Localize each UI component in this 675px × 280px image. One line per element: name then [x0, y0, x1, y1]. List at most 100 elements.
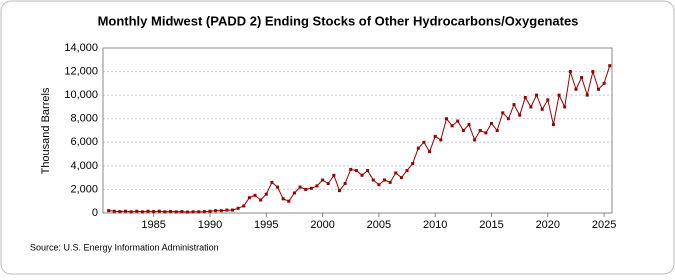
marker [107, 209, 111, 213]
x-tick-label: 1990 [198, 219, 222, 231]
marker [377, 183, 381, 187]
marker [433, 134, 437, 138]
marker [608, 64, 612, 68]
x-tick-label: 1995 [254, 219, 278, 231]
x-tick-label: 2005 [367, 219, 391, 231]
marker [264, 192, 268, 196]
y-tick-label: 4,000 [70, 160, 98, 172]
x-tick-label: 1985 [141, 219, 165, 231]
marker [124, 209, 128, 213]
marker [112, 209, 116, 213]
marker [467, 123, 471, 127]
y-tick-label: 2,000 [70, 183, 98, 195]
marker [292, 191, 296, 195]
marker [495, 129, 499, 132]
marker [140, 210, 144, 214]
marker [157, 209, 161, 213]
marker [568, 70, 572, 74]
marker [242, 204, 246, 208]
x-tick-label: 2025 [592, 219, 616, 231]
marker [394, 171, 398, 175]
marker [444, 117, 448, 121]
marker [506, 117, 510, 121]
plot-border [102, 47, 613, 214]
marker [371, 178, 375, 182]
marker [383, 178, 387, 182]
y-tick-label: 0 [92, 207, 98, 219]
marker [281, 197, 285, 201]
chart-title: Monthly Midwest (PADD 2) Ending Stocks o… [98, 13, 579, 28]
x-tick-label: 2015 [479, 219, 503, 231]
marker [574, 87, 578, 91]
marker [546, 98, 550, 102]
y-tick-label: 10,000 [64, 89, 98, 101]
marker [163, 210, 167, 214]
marker [343, 182, 347, 186]
marker [118, 210, 122, 214]
y-tick-label: 14,000 [64, 42, 98, 54]
marker [253, 193, 257, 197]
source: Source: U.S. Energy Information Administ… [30, 242, 219, 252]
marker [478, 129, 482, 132]
marker [315, 184, 319, 188]
marker [259, 198, 263, 202]
marker [146, 209, 150, 213]
marker [332, 173, 336, 177]
marker [456, 119, 460, 123]
marker [225, 208, 229, 212]
marker [366, 169, 370, 173]
marker [152, 210, 156, 214]
y-tick-label: 6,000 [70, 136, 98, 148]
marker [501, 111, 505, 115]
marker [219, 209, 223, 213]
marker [337, 189, 341, 193]
marker [236, 206, 240, 210]
marker [247, 196, 251, 200]
marker [399, 176, 403, 180]
x-tick-label: 2020 [536, 219, 560, 231]
marker [596, 87, 600, 91]
marker [231, 208, 235, 212]
marker [484, 131, 488, 135]
marker [180, 210, 184, 214]
marker [518, 113, 522, 117]
marker [512, 103, 516, 107]
marker [185, 210, 189, 214]
marker [473, 138, 477, 142]
marker [202, 210, 206, 214]
marker [129, 210, 133, 214]
marker [304, 187, 308, 191]
marker [135, 209, 139, 213]
marker [450, 124, 454, 128]
marker [540, 107, 544, 111]
marker [321, 178, 325, 182]
marker [422, 140, 426, 144]
marker [461, 129, 465, 132]
marker [287, 199, 291, 203]
marker [535, 93, 539, 97]
marker [428, 150, 432, 154]
marker [580, 75, 584, 79]
marker [563, 105, 567, 109]
x-tick-label: 2010 [423, 219, 447, 231]
marker [360, 173, 364, 177]
marker [523, 96, 527, 99]
marker [309, 186, 313, 190]
marker [388, 180, 392, 184]
marker [490, 121, 494, 125]
marker [551, 123, 555, 127]
marker [416, 146, 420, 150]
marker [349, 167, 353, 171]
y-tick-label: 8,000 [70, 113, 98, 125]
marker [439, 138, 443, 142]
marker [557, 93, 561, 97]
marker [326, 182, 330, 186]
marker [529, 105, 533, 109]
marker [585, 93, 589, 97]
marker [174, 210, 178, 214]
marker [591, 70, 595, 74]
marker [169, 209, 173, 213]
